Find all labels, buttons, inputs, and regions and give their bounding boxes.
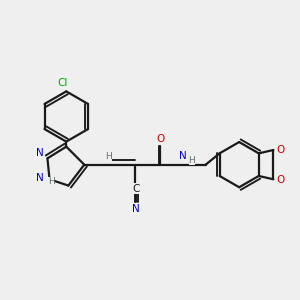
Text: H: H [188,156,195,165]
Text: N: N [132,204,140,214]
Text: O: O [276,175,285,185]
Text: H: H [48,177,54,186]
Text: N: N [179,151,187,161]
Text: Cl: Cl [58,78,68,88]
Text: C: C [133,184,140,194]
Text: N: N [36,173,44,184]
Text: O: O [276,145,285,154]
Text: O: O [156,134,165,144]
Text: N: N [36,148,44,158]
Text: H: H [105,152,112,161]
